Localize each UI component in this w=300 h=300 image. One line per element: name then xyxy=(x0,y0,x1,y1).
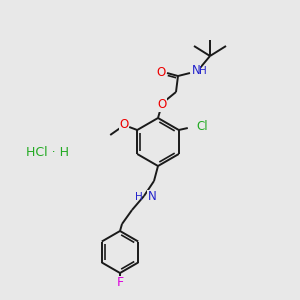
Text: HCl · H: HCl · H xyxy=(26,146,70,158)
Text: N: N xyxy=(148,190,157,203)
Text: O: O xyxy=(120,118,129,131)
Text: F: F xyxy=(116,277,124,290)
Text: O: O xyxy=(156,65,166,79)
Text: H: H xyxy=(199,66,207,76)
Text: N: N xyxy=(192,64,200,77)
Text: H: H xyxy=(135,192,143,202)
Text: O: O xyxy=(158,98,166,112)
Text: Cl: Cl xyxy=(197,119,208,133)
